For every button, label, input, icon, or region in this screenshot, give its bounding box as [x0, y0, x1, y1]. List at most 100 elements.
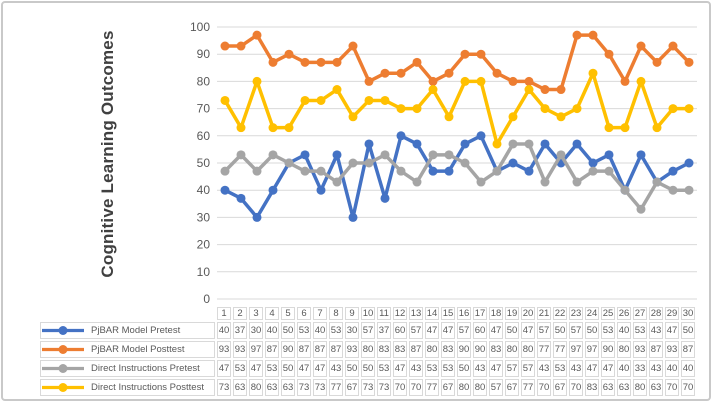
table-value-cell: 50	[585, 322, 599, 339]
table-value-cell: 47	[393, 360, 407, 377]
data-point-marker	[300, 95, 310, 105]
table-value-cell: 63	[617, 379, 631, 396]
table-value-cell: 53	[633, 322, 647, 339]
table-value-cell: 90	[473, 341, 487, 358]
data-point-marker	[604, 166, 614, 176]
data-point-marker	[300, 166, 310, 176]
data-point-marker	[220, 166, 230, 176]
data-point-marker	[652, 177, 662, 187]
table-value-cell: 77	[425, 379, 439, 396]
data-point-marker	[604, 49, 614, 59]
data-point-marker	[252, 76, 262, 86]
x-category-header: 21	[537, 307, 551, 320]
table-value-cell: 67	[345, 379, 359, 396]
data-point-marker	[284, 49, 294, 59]
table-value-cell: 87	[313, 341, 327, 358]
x-category-header: 9	[345, 307, 359, 320]
x-category-header: 19	[505, 307, 519, 320]
x-category-header: 15	[441, 307, 455, 320]
table-value-cell: 43	[649, 322, 663, 339]
data-point-marker	[588, 68, 598, 78]
table-value-cell: 73	[297, 379, 311, 396]
chart-data-table: 1 2 3 4 5 6 7 8 9 10 11 12 13 14 15 16 17 18 19 20 21 22 23 24 2…	[38, 305, 697, 398]
table-value-cell: 40	[665, 360, 679, 377]
table-value-cell: 73	[313, 379, 327, 396]
table-value-cell: 53	[265, 360, 279, 377]
table-value-cell: 63	[649, 379, 663, 396]
data-point-marker	[540, 177, 550, 187]
table-value-cell: 87	[329, 341, 343, 358]
data-point-marker	[396, 166, 406, 176]
table-value-cell: 47	[489, 322, 503, 339]
table-value-cell: 87	[297, 341, 311, 358]
data-point-marker	[556, 150, 566, 160]
data-point-marker	[508, 139, 518, 149]
data-point-marker	[460, 139, 470, 149]
data-point-marker	[300, 57, 310, 67]
y-tick-label: 100	[190, 20, 210, 34]
data-point-marker	[220, 185, 230, 195]
table-value-cell: 40	[617, 322, 631, 339]
table-value-cell: 80	[473, 379, 487, 396]
table-value-cell: 47	[249, 360, 263, 377]
data-point-marker	[652, 57, 662, 67]
table-value-cell: 53	[553, 360, 567, 377]
legend-series-label: Direct Instructions Pretest	[91, 363, 200, 374]
data-point-marker	[268, 150, 278, 160]
x-category-header: 8	[329, 307, 343, 320]
data-point-marker	[316, 166, 326, 176]
table-value-cell: 47	[521, 322, 535, 339]
table-value-cell: 87	[649, 341, 663, 358]
table-value-cell: 47	[425, 322, 439, 339]
data-point-marker	[620, 123, 630, 133]
table-value-cell: 83	[585, 379, 599, 396]
data-point-marker	[620, 185, 630, 195]
legend-series-label: PjBAR Model Posttest	[91, 344, 185, 355]
table-value-cell: 70	[569, 379, 583, 396]
table-value-cell: 90	[281, 341, 295, 358]
table-value-cell: 50	[553, 322, 567, 339]
table-value-cell: 70	[409, 379, 423, 396]
data-point-marker	[556, 112, 566, 122]
x-category-header: 27	[633, 307, 647, 320]
data-point-marker	[444, 166, 454, 176]
data-point-marker	[508, 112, 518, 122]
table-value-cell: 57	[537, 322, 551, 339]
data-point-marker	[476, 76, 486, 86]
table-value-cell: 50	[281, 360, 295, 377]
table-value-cell: 53	[297, 322, 311, 339]
data-point-marker	[364, 139, 374, 149]
data-point-marker	[236, 150, 246, 160]
data-point-marker	[668, 166, 678, 176]
table-value-cell: 70	[537, 379, 551, 396]
x-category-header: 1	[217, 307, 231, 320]
y-tick-label: 90	[197, 47, 211, 61]
data-point-marker	[588, 166, 598, 176]
table-value-cell: 63	[601, 379, 615, 396]
table-value-cell: 83	[489, 341, 503, 358]
table-value-cell: 83	[441, 341, 455, 358]
data-point-marker	[380, 68, 390, 78]
data-point-marker	[460, 49, 470, 59]
data-point-marker	[284, 123, 294, 133]
chart-container[interactable]: Cognitive Learning Outcomes 0 10 20 30 40 50 6…	[1, 1, 711, 401]
data-point-marker	[332, 177, 342, 187]
legend-item: Direct Instructions Posttest	[40, 379, 215, 396]
data-point-marker	[252, 212, 262, 222]
data-point-marker	[492, 139, 502, 149]
x-category-header: 26	[617, 307, 631, 320]
data-point-marker	[380, 95, 390, 105]
data-point-marker	[524, 166, 534, 176]
table-value-cell: 40	[617, 360, 631, 377]
data-point-marker	[524, 85, 534, 95]
table-value-cell: 40	[217, 322, 231, 339]
table-value-cell: 50	[681, 322, 695, 339]
table-value-cell: 80	[249, 379, 263, 396]
data-point-marker	[300, 150, 310, 160]
table-value-cell: 47	[489, 360, 503, 377]
legend-item-inner: Direct Instructions Pretest	[41, 361, 214, 376]
data-point-marker	[348, 158, 358, 168]
table-value-cell: 83	[377, 341, 391, 358]
table-value-cell: 43	[537, 360, 551, 377]
data-point-marker	[476, 49, 486, 59]
